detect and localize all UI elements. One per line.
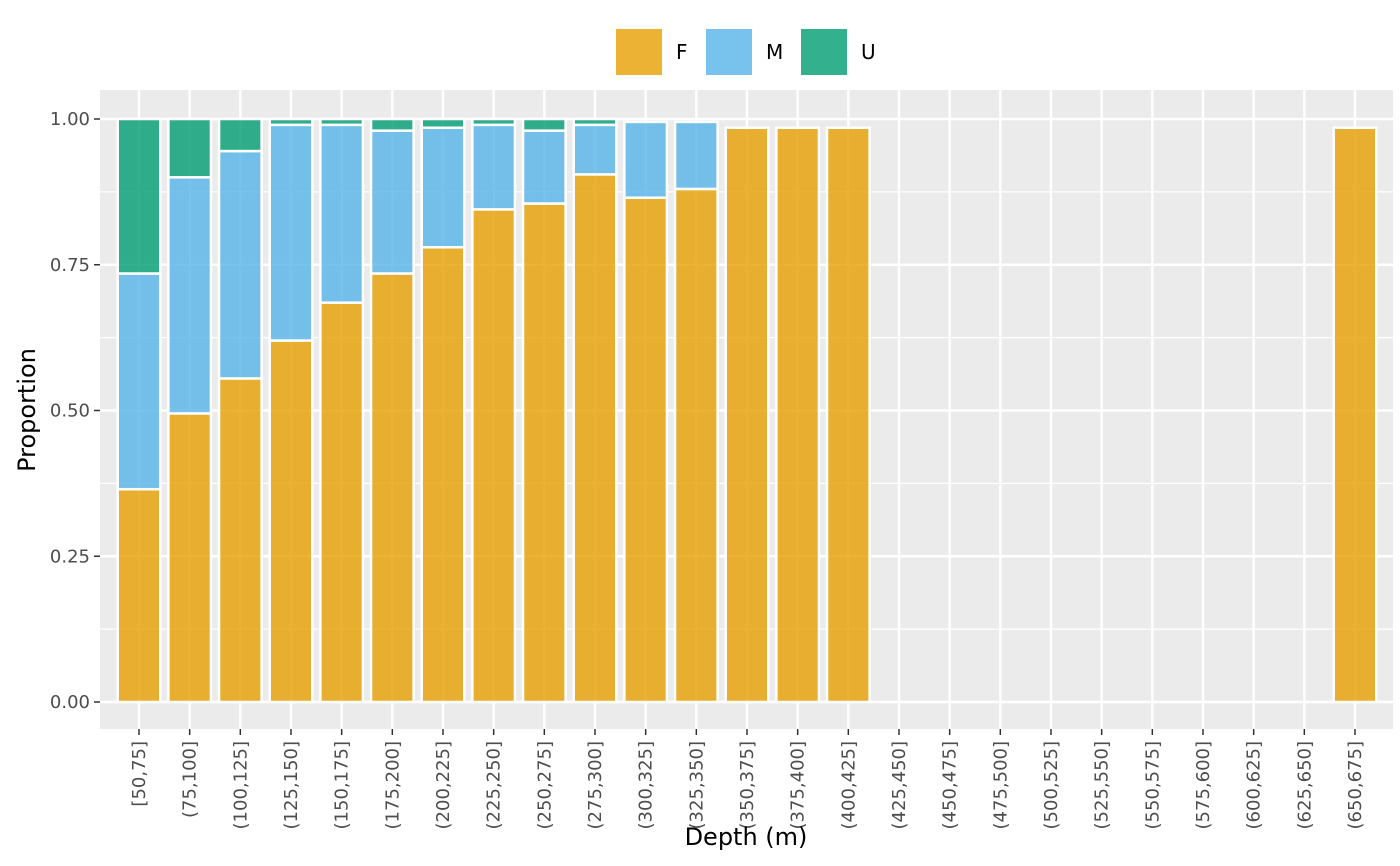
x-tick-label: (175,200] <box>382 741 403 829</box>
x-tick-label: (500,525] <box>1041 741 1062 829</box>
legend-label-m: M <box>766 40 783 64</box>
legend: F M U <box>616 29 876 75</box>
x-tick-label: (100,125] <box>230 741 251 829</box>
bar-f-650-675 <box>1332 126 1378 704</box>
x-tick-label: (575,600] <box>1193 741 1214 829</box>
y-tick-label: 0.50 <box>50 401 90 422</box>
bar-f-100-125 <box>217 377 263 704</box>
bar-f-50-75 <box>116 487 162 704</box>
x-axis: [50,75] (75,100] (100,125] (125,150] (150,17… <box>129 729 1366 829</box>
x-tick-label: (600,625] <box>1244 741 1265 829</box>
bar-m-125-150 <box>268 123 314 342</box>
bar-u-225-250 <box>471 117 517 127</box>
bar-u-125-150 <box>268 117 314 127</box>
x-tick-label: (200,225] <box>433 741 454 829</box>
x-tick-label: (350,375] <box>737 741 758 829</box>
bar-f-150-175 <box>319 301 365 704</box>
y-axis-title: Proportion <box>13 348 41 472</box>
bar-m-300-325 <box>623 120 669 199</box>
bar-u-275-300 <box>572 117 618 127</box>
x-tick-label: (75,100] <box>180 741 201 818</box>
bar-u-200-225 <box>420 117 466 129</box>
y-tick-label: 0.00 <box>50 692 90 713</box>
x-tick-label: (375,400] <box>788 741 809 829</box>
bar-f-350-375 <box>724 126 770 704</box>
x-tick-label: (550,575] <box>1142 741 1163 829</box>
x-tick-label: [50,75] <box>129 741 150 807</box>
x-tick-label: (475,500] <box>990 741 1011 829</box>
bar-m-50-75 <box>116 272 162 491</box>
bar-m-100-125 <box>217 149 263 380</box>
y-tick-label: 0.75 <box>50 255 90 276</box>
x-tick-label: (650,675] <box>1345 741 1366 829</box>
y-tick-label: 0.25 <box>50 546 90 567</box>
x-tick-label: (275,300] <box>585 741 606 829</box>
x-tick-label: (125,150] <box>281 741 302 829</box>
bars <box>116 117 1378 704</box>
bar-u-175-200 <box>369 117 415 132</box>
bar-f-325-350 <box>673 187 719 704</box>
y-axis: 0.00 0.25 0.50 0.75 1.00 <box>50 109 100 713</box>
x-tick-label: (150,175] <box>332 741 353 829</box>
x-axis-title: Depth (m) <box>685 823 808 851</box>
legend-label-f: F <box>676 40 688 64</box>
x-tick-label: (525,550] <box>1092 741 1113 829</box>
bar-m-75-100 <box>167 176 213 415</box>
x-tick-label: (325,350] <box>686 741 707 829</box>
bar-m-325-350 <box>673 120 719 191</box>
legend-swatch-m <box>706 29 752 75</box>
bar-f-125-150 <box>268 339 314 704</box>
bar-f-75-100 <box>167 412 213 704</box>
bar-f-250-275 <box>521 202 567 704</box>
bar-m-275-300 <box>572 123 618 176</box>
bar-m-200-225 <box>420 126 466 249</box>
bar-f-175-200 <box>369 272 415 704</box>
x-tick-label: (300,325] <box>636 741 657 829</box>
bar-u-100-125 <box>217 117 263 153</box>
bar-m-175-200 <box>369 129 415 275</box>
bar-f-375-400 <box>775 126 821 704</box>
legend-swatch-u <box>801 29 847 75</box>
x-tick-label: (250,275] <box>534 741 555 829</box>
legend-swatch-f <box>616 29 662 75</box>
bar-f-225-250 <box>471 208 517 704</box>
x-tick-label: (425,450] <box>889 741 910 829</box>
x-tick-label: (450,475] <box>940 741 961 829</box>
bar-u-75-100 <box>167 117 213 179</box>
bar-m-250-275 <box>521 129 567 205</box>
bar-u-50-75 <box>116 117 162 275</box>
bar-f-200-225 <box>420 246 466 704</box>
bar-m-225-250 <box>471 123 517 211</box>
y-tick-label: 1.00 <box>50 109 90 130</box>
bar-f-400-425 <box>825 126 871 704</box>
x-tick-label: (225,250] <box>484 741 505 829</box>
bar-f-275-300 <box>572 173 618 704</box>
bar-f-300-325 <box>623 196 669 704</box>
x-tick-label: (625,650] <box>1294 741 1315 829</box>
bar-u-150-175 <box>319 117 365 127</box>
legend-label-u: U <box>861 40 876 64</box>
bar-u-250-275 <box>521 117 567 132</box>
x-tick-label: (400,425] <box>838 741 859 829</box>
bar-m-150-175 <box>319 123 365 304</box>
